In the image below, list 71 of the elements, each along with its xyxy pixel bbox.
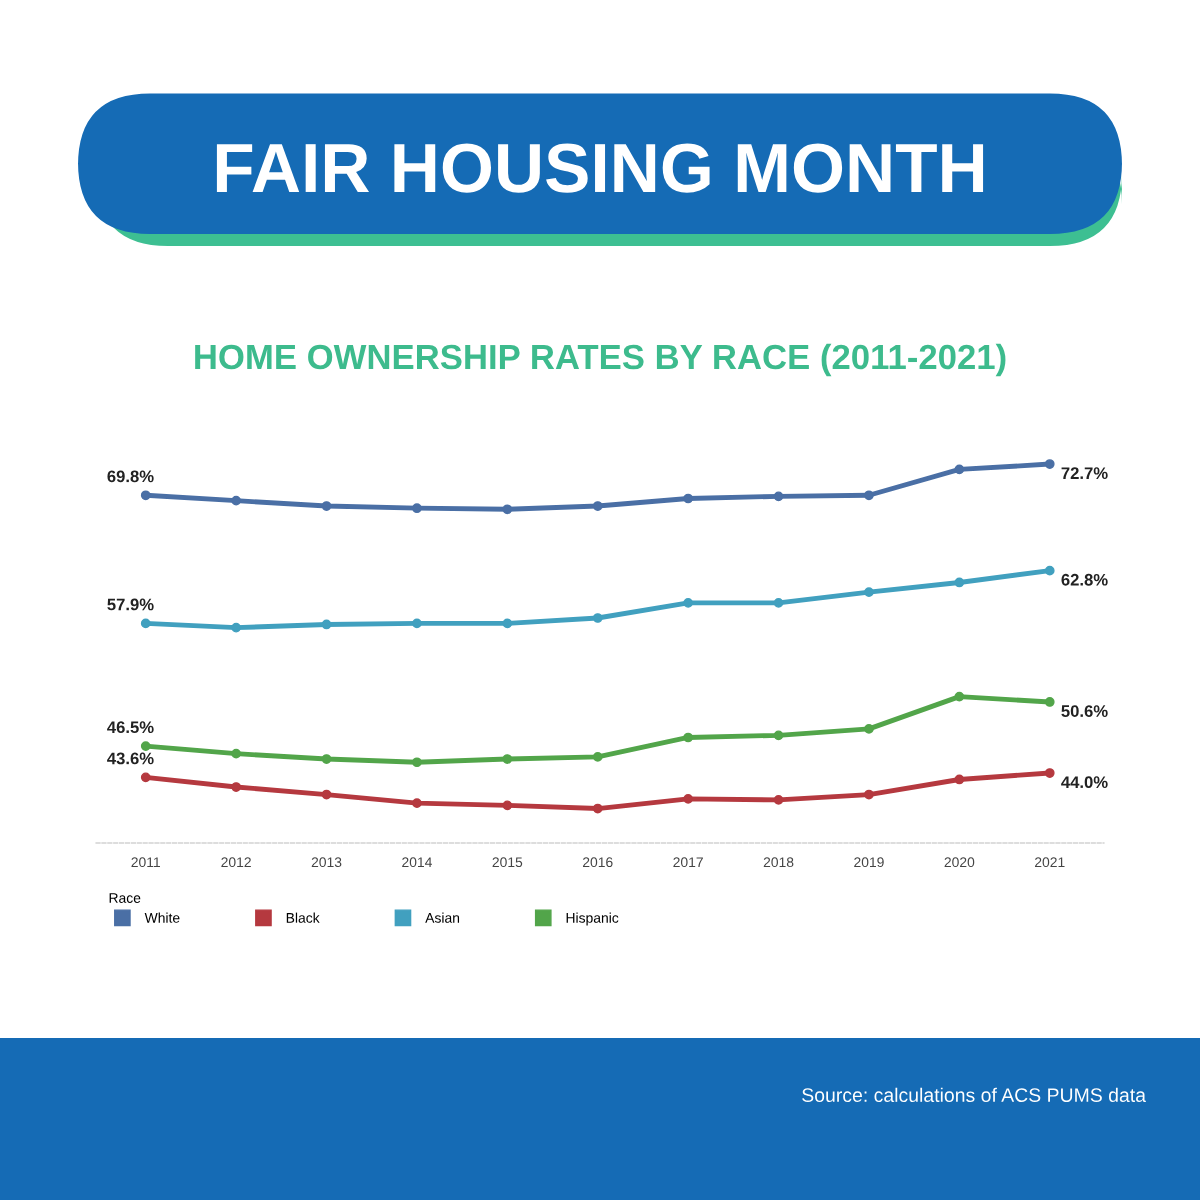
point (140, 741, 151, 751)
source-note: Source: calculations of ACS PUMS data (802, 1087, 1147, 1103)
x-tick-label: 2015 (492, 857, 523, 868)
point (1044, 697, 1055, 707)
data-label: 62.8% (1061, 573, 1108, 586)
point (954, 577, 965, 588)
legend-label: Asian (425, 912, 460, 923)
point (1044, 459, 1055, 469)
point (592, 501, 603, 511)
point (864, 789, 874, 800)
point (683, 493, 694, 504)
data-label: 50.6% (1061, 705, 1108, 717)
point (502, 754, 513, 764)
point (864, 724, 874, 734)
point (140, 772, 151, 783)
x-tick-label: 2014 (402, 857, 432, 868)
point (321, 789, 332, 800)
data-label: 46.5% (107, 721, 154, 734)
point (592, 613, 603, 623)
point (864, 490, 874, 501)
point (773, 491, 784, 502)
point (412, 503, 422, 514)
point (683, 732, 694, 743)
x-tick-label: 2011 (131, 857, 160, 868)
point (954, 774, 965, 785)
point (412, 618, 422, 629)
data-label: 72.7% (1061, 467, 1108, 480)
x-tick-label: 2018 (763, 857, 794, 868)
point (954, 464, 965, 475)
point (412, 757, 422, 768)
chart-title: FAIR HOUSING MONTH (216, 143, 984, 193)
point (231, 495, 241, 506)
x-tick-label: 2017 (673, 857, 703, 868)
legend-label: Hispanic (566, 912, 619, 926)
data-label: 44.0% (1061, 776, 1108, 789)
data-label: 43.6% (107, 752, 154, 765)
chart-subtitle: HOME OWNERSHIP RATES BY RACE (2011-2021) (195, 343, 1006, 377)
x-tick-label: 2016 (582, 857, 613, 868)
point (231, 782, 241, 792)
point (683, 793, 694, 804)
point (412, 798, 422, 809)
point (502, 800, 513, 811)
point (140, 618, 151, 629)
point (140, 490, 151, 501)
legend-title: Race (109, 893, 141, 903)
point (321, 754, 332, 764)
legend-label: Black (286, 912, 320, 923)
point (773, 795, 784, 805)
x-tick-label: 2019 (854, 857, 884, 868)
point (502, 618, 513, 629)
point (683, 598, 694, 608)
point (321, 501, 332, 511)
point (1044, 768, 1055, 778)
data-label: 69.8% (107, 470, 154, 483)
point (321, 619, 332, 630)
point (1044, 565, 1055, 576)
x-tick-label: 2013 (311, 857, 342, 868)
point (954, 691, 965, 702)
point (592, 752, 603, 762)
point (773, 598, 784, 608)
point (773, 730, 784, 741)
point (231, 622, 241, 633)
point (231, 748, 241, 759)
point (592, 803, 603, 814)
point (864, 587, 874, 598)
x-tick-label: 2020 (944, 857, 975, 868)
point (502, 504, 513, 515)
x-tick-label: 2021 (1035, 857, 1065, 868)
x-tick-label: 2012 (221, 857, 251, 868)
legend-label: White (144, 912, 180, 923)
data-label: 57.9% (107, 598, 154, 611)
